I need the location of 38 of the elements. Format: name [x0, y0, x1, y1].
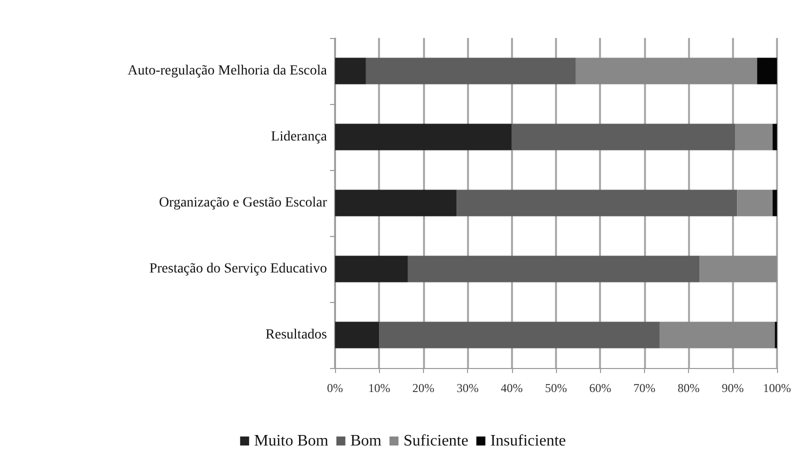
bar [335, 256, 408, 282]
x-tick-label: 90% [722, 381, 744, 395]
x-tick-label: 0% [327, 381, 343, 395]
bar [757, 58, 777, 84]
bar [366, 58, 576, 84]
y-tick-label: Resultados [266, 328, 327, 342]
legend-label: Suficiente [403, 432, 468, 450]
x-tick-label: 80% [678, 381, 700, 395]
bar [335, 322, 380, 348]
legend-label: Insuficiente [490, 432, 566, 450]
x-tick-label: 60% [589, 381, 612, 395]
x-tick-label: 50% [545, 381, 567, 395]
bar [335, 124, 512, 150]
bar [512, 124, 736, 150]
bar [737, 190, 773, 216]
y-tick-label: Organização e Gestão Escolar [158, 196, 328, 210]
x-tick-label: 70% [633, 381, 656, 395]
legend-label: Bom [350, 432, 382, 450]
x-tick-label: 100% [763, 381, 791, 395]
x-tick-label: 40% [500, 381, 523, 395]
bar [735, 124, 773, 150]
bar [335, 190, 457, 216]
bar [576, 58, 758, 84]
bar [772, 190, 777, 216]
bar [660, 322, 775, 348]
y-tick-label: Prestação do Serviço Educativo [149, 262, 327, 276]
bar [456, 190, 738, 216]
y-tick-label: Liderança [271, 130, 328, 144]
bar [408, 256, 700, 282]
bar [700, 256, 777, 282]
bar [379, 322, 660, 348]
x-tick-label: 20% [412, 381, 434, 395]
bar [335, 58, 366, 84]
y-tick-label: Auto-regulação Melhoria da Escola [128, 64, 328, 78]
bar [772, 124, 777, 150]
x-tick-label: 10% [368, 381, 390, 395]
legend-label: Muito Bom [254, 432, 329, 450]
x-tick-label: 30% [456, 381, 479, 395]
